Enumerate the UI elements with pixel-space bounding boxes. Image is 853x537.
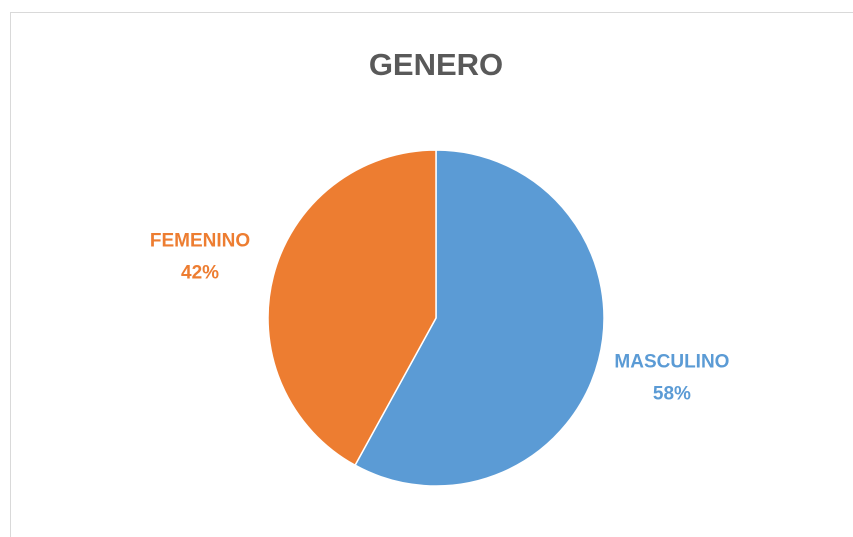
slice-category-label: MASCULINO (614, 352, 729, 373)
pie-slice (354, 149, 605, 487)
chart-title: GENERO (369, 47, 503, 82)
chart-border (10, 12, 853, 537)
slice-category-label: FEMENINO (150, 230, 250, 251)
slice-value-label: 58% (653, 384, 691, 405)
slice-value-label: 42% (181, 262, 219, 283)
pie-slice (267, 149, 437, 467)
